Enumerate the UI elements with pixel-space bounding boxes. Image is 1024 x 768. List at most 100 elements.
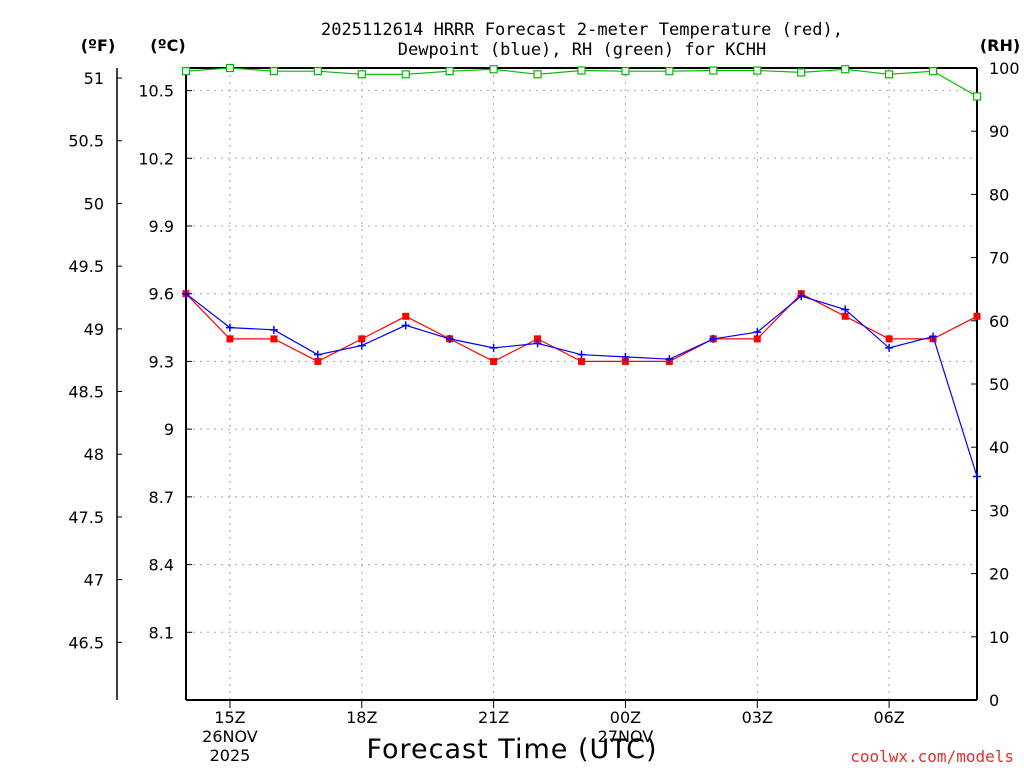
- rh-tick-label: 70: [989, 249, 1009, 268]
- celsius-tick-label: 10.5: [138, 82, 174, 101]
- celsius-tick-label: 10.2: [138, 149, 174, 168]
- axes: [116, 67, 978, 708]
- temperature-point: [490, 357, 498, 365]
- fahrenheit-unit-label: (ºF): [81, 36, 116, 55]
- temperature-point: [358, 335, 366, 343]
- celsius-tick-label: 9.3: [149, 352, 174, 371]
- temperature-point: [402, 312, 410, 320]
- fahrenheit-tick-label: 49: [84, 320, 104, 339]
- rh-tick-label: 100: [989, 59, 1020, 78]
- dewpoint-point: [225, 323, 234, 332]
- rh-point: [797, 68, 806, 77]
- fahrenheit-tick-label: 50: [84, 194, 104, 213]
- grid-lines: [186, 68, 977, 700]
- dewpoint-point: [885, 343, 894, 352]
- dewpoint-point: [709, 334, 718, 343]
- rh-point: [313, 67, 322, 76]
- dewpoint-point: [841, 305, 850, 314]
- fahrenheit-tick-label: 51: [84, 69, 104, 88]
- celsius-tick-label: 9: [164, 420, 174, 439]
- dewpoint-point: [665, 355, 674, 364]
- fahrenheit-tick-label: 49.5: [68, 257, 104, 276]
- dewpoint-point: [269, 325, 278, 334]
- rh-point: [753, 66, 762, 75]
- rh-tick-label: 60: [989, 312, 1009, 331]
- dewpoint-point: [929, 332, 938, 341]
- fahrenheit-tick-label: 46.5: [68, 633, 104, 652]
- dewpoint-point: [313, 350, 322, 359]
- source-credit: coolwx.com/models: [850, 747, 1014, 766]
- dewpoint-point: [577, 350, 586, 359]
- celsius-tick-label: 8.1: [149, 623, 174, 642]
- rh-point: [972, 92, 982, 101]
- fahrenheit-tick-label: 50.5: [68, 132, 104, 151]
- dewpoint-line: [185, 293, 978, 477]
- rh-tick-label: 90: [989, 122, 1009, 141]
- x-date-label: 27NOV: [598, 727, 654, 746]
- temperature-point: [841, 312, 849, 320]
- rh-point: [665, 67, 674, 76]
- rh-point: [357, 70, 366, 79]
- temperature-point: [621, 357, 629, 365]
- temperature-point: [226, 335, 234, 343]
- dewpoint-point: [753, 328, 762, 337]
- dewpoint-point: [401, 321, 410, 330]
- rh-point: [709, 66, 718, 75]
- celsius-tick-label: 9.6: [149, 285, 174, 304]
- rh-tick-label: 30: [989, 501, 1009, 520]
- x-tick-label: 18Z: [346, 708, 377, 727]
- rh-point: [445, 67, 454, 76]
- rh-point: [841, 65, 850, 74]
- dewpoint-point: [357, 341, 366, 350]
- fahrenheit-tick-label: 47.5: [68, 508, 104, 527]
- temperature-point: [885, 335, 893, 343]
- rh-point: [225, 63, 235, 73]
- temperature-point: [578, 357, 585, 365]
- celsius-tick-label: 8.7: [149, 488, 174, 507]
- x-tick-label: 06Z: [873, 708, 904, 727]
- rh-tick-label: 50: [989, 375, 1009, 394]
- fahrenheit-tick-label: 48.5: [68, 383, 104, 402]
- x-axis-title: Forecast Time (UTC): [366, 734, 657, 765]
- celsius-tick-label: 9.9: [149, 217, 174, 236]
- rh-point: [401, 70, 410, 79]
- data-series: [181, 63, 982, 481]
- x-tick-label: 21Z: [478, 708, 509, 727]
- x-year-label: 2025: [210, 746, 251, 765]
- dewpoint-point: [973, 472, 981, 481]
- rh-point: [181, 67, 191, 76]
- dewpoint-point: [445, 334, 454, 343]
- x-date-label: 26NOV: [202, 727, 258, 746]
- chart-title-line2: Dewpoint (blue), RH (green) for KCHH: [398, 40, 766, 60]
- rh-point: [577, 66, 586, 75]
- rh-tick-label: 20: [989, 565, 1009, 584]
- fahrenheit-tick-label: 47: [84, 571, 104, 590]
- temperature-point: [973, 312, 981, 320]
- celsius-unit-label: (ºC): [150, 36, 185, 55]
- rh-point: [928, 67, 938, 76]
- rh-point: [533, 70, 542, 79]
- rh-tick-label: 40: [989, 438, 1009, 457]
- dewpoint-point: [621, 352, 630, 361]
- dewpoint-point: [797, 291, 806, 300]
- dewpoint-point: [489, 343, 498, 352]
- temperature-point: [753, 335, 761, 343]
- fahrenheit-tick-label: 48: [84, 445, 104, 464]
- x-tick-label: 15Z: [214, 708, 245, 727]
- rh-point: [489, 65, 498, 74]
- rh-point: [621, 67, 630, 76]
- celsius-tick-label: 8.4: [149, 556, 174, 575]
- chart-title-line1: 2025112614 HRRR Forecast 2-meter Tempera…: [321, 20, 843, 40]
- rh-point: [269, 67, 278, 76]
- rh-tick-label: 10: [989, 628, 1009, 647]
- x-tick-label: 03Z: [742, 708, 773, 727]
- temperature-point: [534, 335, 542, 343]
- rh-unit-label: (RH): [980, 36, 1020, 55]
- temperature-point: [270, 335, 278, 343]
- x-tick-label: 00Z: [610, 708, 641, 727]
- rh-point: [885, 70, 894, 79]
- rh-tick-label: 0: [989, 691, 999, 710]
- temperature-point: [314, 357, 322, 365]
